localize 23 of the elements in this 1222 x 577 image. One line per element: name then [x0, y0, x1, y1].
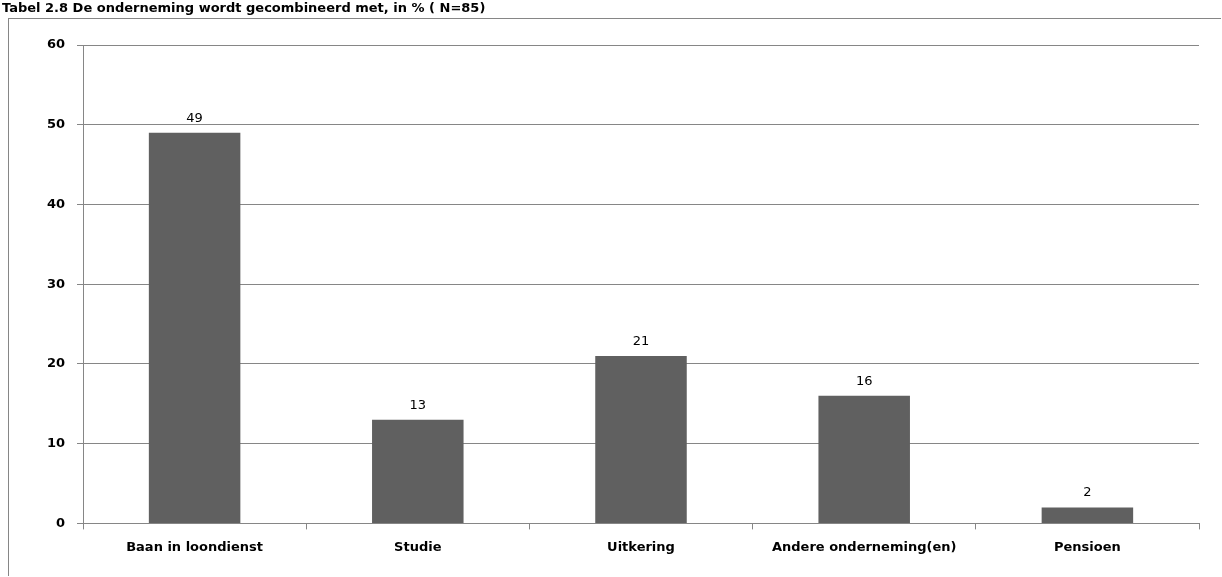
data-label: 2: [1083, 484, 1092, 500]
data-label: 13: [409, 396, 427, 412]
data-label: 21: [632, 332, 650, 348]
data-label: 49: [186, 109, 203, 125]
y-tick-label: 50: [46, 116, 65, 132]
data-label: 16: [855, 372, 873, 388]
bar: [1041, 507, 1134, 523]
chart-title: Tabel 2.8 De onderneming wordt gecombineerd met, in % ( N=85): [2, 0, 486, 15]
x-tick-label: Pensioen: [1054, 538, 1121, 554]
x-tick-label: Studie: [394, 538, 442, 554]
bar: [148, 132, 241, 523]
bar: [818, 395, 910, 523]
y-tick-label: 30: [46, 275, 65, 291]
x-tick-label: Baan in loondienst: [126, 538, 264, 554]
bar: [372, 419, 464, 523]
y-tick-label: 0: [55, 514, 65, 530]
y-tick-label: 10: [46, 435, 65, 451]
y-tick-label: 20: [46, 355, 65, 371]
y-tick-label: 60: [46, 36, 65, 52]
bar: [595, 355, 687, 523]
y-tick-label: 40: [46, 195, 65, 211]
x-tick-label: Andere onderneming(en): [771, 538, 957, 554]
x-tick-label: Uitkering: [607, 538, 675, 554]
